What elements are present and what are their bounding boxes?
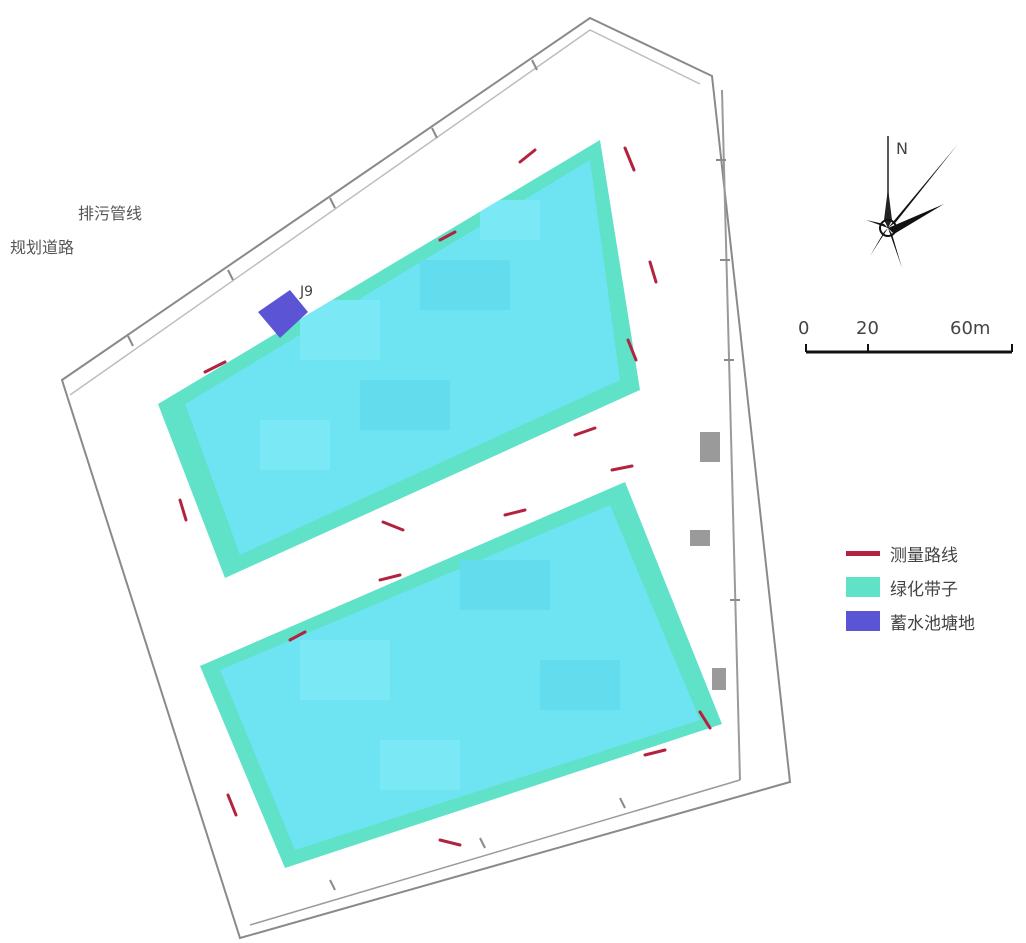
- southeast-boundary-line: [249, 779, 741, 926]
- well-label: J9: [299, 284, 313, 300]
- legend-label: 测量路线: [890, 545, 958, 566]
- boundary-ticks: [127, 59, 740, 891]
- upper-zone: [158, 140, 640, 578]
- lower-zone: [200, 482, 722, 868]
- road-label-primary: 排污管线: [78, 204, 143, 223]
- legend-label: 蓄水池塘地: [890, 613, 975, 634]
- scale-tick-60m: 60m: [950, 318, 990, 339]
- compass-rose: N: [866, 136, 958, 268]
- scale-tick-0: 0: [798, 318, 809, 339]
- survey-route: [178, 146, 712, 847]
- legend-swatch-red-line: [846, 550, 880, 556]
- legend-swatch-green: [846, 577, 880, 597]
- pond: [258, 290, 308, 338]
- site-boundary-inner-edge: [69, 29, 701, 396]
- legend-swatch-blue: [846, 611, 880, 631]
- scale-tick-20: 20: [856, 318, 879, 339]
- north-label: N: [896, 139, 908, 158]
- legend-item-pond: 蓄水池塘地: [846, 604, 1021, 638]
- legend-item-survey-route: 测量路线: [846, 536, 1021, 570]
- map-legend: 测量路线 绿化带子 蓄水池塘地: [846, 536, 1021, 638]
- east-road-edge: [721, 89, 741, 781]
- route-markers: [690, 432, 726, 690]
- legend-item-green-belt: 绿化带子: [846, 570, 1021, 604]
- road-label-secondary: 规划道路: [10, 238, 75, 257]
- legend-label: 绿化带子: [890, 579, 958, 600]
- site-boundary: [60, 16, 792, 940]
- scale-bar: 0 20 60m: [798, 318, 1013, 354]
